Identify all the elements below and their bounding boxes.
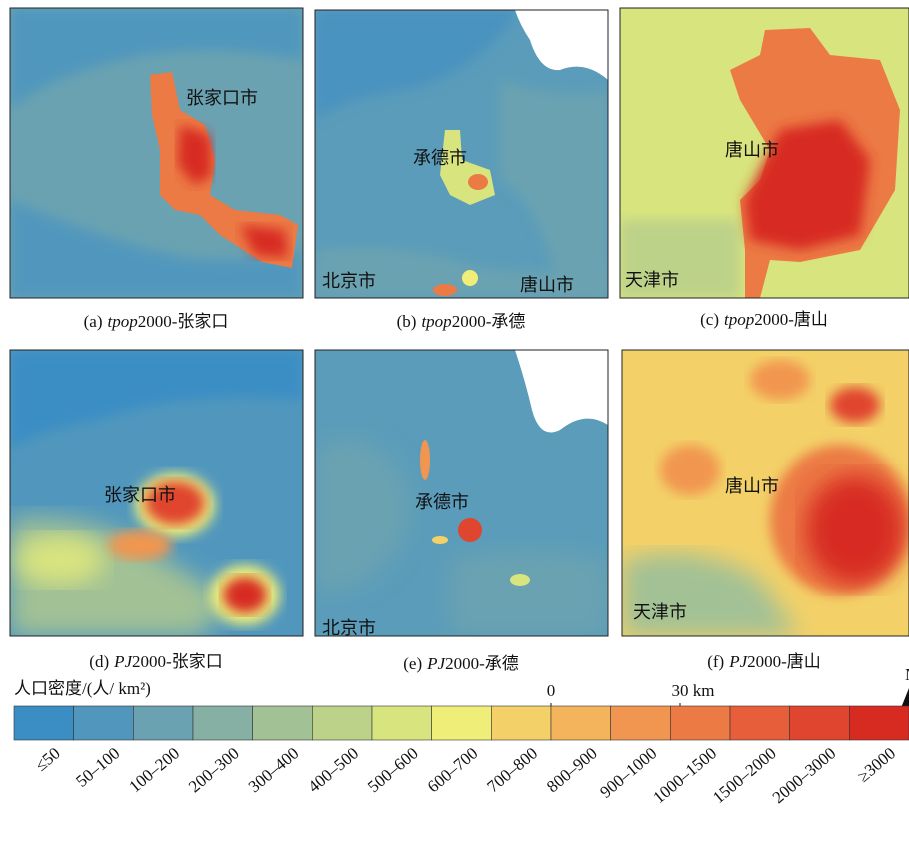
caption-label: (d) <box>89 652 109 671</box>
panel-caption: (c) tpop2000-唐山 <box>700 309 828 329</box>
legend-swatch <box>193 706 253 740</box>
caption-name: 2000-张家口 <box>138 312 229 331</box>
legend-swatch <box>551 706 611 740</box>
legend-label: 300–400 <box>245 744 303 797</box>
place-label: 北京市 <box>322 271 376 291</box>
caption-label: (e) <box>403 654 422 673</box>
legend-label: 100–200 <box>125 744 183 797</box>
place-label: 天津市 <box>625 270 679 290</box>
caption-label: (a) <box>84 312 103 331</box>
legend-swatch <box>372 706 432 740</box>
map-e: 承德市 北京市 <box>315 350 608 638</box>
map-c: 唐山市 天津市 <box>620 8 909 298</box>
place-label: 张家口市 <box>186 88 258 108</box>
legend-swatch <box>611 706 671 740</box>
place-label: 北京市 <box>322 618 376 638</box>
legend-swatch <box>432 706 492 740</box>
panel-caption: (a)tpop2000-张家口 <box>84 312 229 331</box>
legend-label: 200–300 <box>185 744 243 797</box>
caption-model: tpop <box>107 312 137 331</box>
caption-label: (c) <box>700 310 719 329</box>
legend-swatch <box>730 706 790 740</box>
legend-label: 700–800 <box>483 744 541 797</box>
panel-caption: (f)PJ2000-唐山 <box>707 651 821 671</box>
legend-swatch <box>491 706 551 740</box>
figure: 张家口市 承德市 北京市 唐山市 唐山市 天津市 张家 <box>0 0 909 844</box>
caption-label: (f) <box>707 652 724 671</box>
scale-end: 30 km <box>672 681 715 700</box>
map-f: 唐山市 天津市 <box>622 350 909 636</box>
legend-label: 50–100 <box>72 744 123 791</box>
panel-caption: (b)tpop2000-承德 <box>397 312 526 331</box>
map-b: 承德市 北京市 唐山市 <box>315 10 608 298</box>
legend-swatch <box>790 706 850 740</box>
caption-name: 2000-张家口 <box>132 652 223 671</box>
scale-start: 0 <box>547 681 556 700</box>
caption-model: tpop <box>421 312 451 331</box>
place-label: 承德市 <box>413 148 467 168</box>
panel-caption: (d)PJ2000-张家口 <box>89 652 222 671</box>
legend-label: 600–700 <box>424 744 482 797</box>
caption-name: 2000-承德 <box>445 654 519 673</box>
caption-label: (b) <box>397 312 417 331</box>
caption-model: PJ <box>426 654 446 673</box>
legend-label: 500–600 <box>364 744 422 797</box>
caption-name: 2000-唐山 <box>754 309 828 329</box>
panel-caption: (e)PJ2000-承德 <box>403 654 518 673</box>
place-label: 唐山市 <box>725 476 779 496</box>
legend-title: 人口密度/(人/ km²) <box>14 679 151 698</box>
caption-name: 2000-承德 <box>452 312 526 331</box>
legend-swatch <box>849 706 909 740</box>
legend-swatch <box>74 706 134 740</box>
place-label: 唐山市 <box>725 140 779 160</box>
legend-label: 2000–3000 <box>769 744 840 808</box>
legend-label: 400–500 <box>304 744 362 797</box>
caption-model: tpop <box>724 310 754 329</box>
legend-label: ≥3000 <box>854 744 899 786</box>
map-d: 张家口市 <box>10 350 303 636</box>
legend-label: 1500–2000 <box>709 744 780 808</box>
map-a: 张家口市 <box>10 8 303 298</box>
caption-model: PJ <box>728 652 748 671</box>
legend-label: 1000–1500 <box>649 744 720 808</box>
legend-label: ≤50 <box>31 744 63 775</box>
legend-swatch <box>14 706 74 740</box>
legend-label: 800–900 <box>543 744 601 797</box>
legend-swatch <box>312 706 372 740</box>
place-label: 唐山市 <box>520 275 574 295</box>
place-label: 天津市 <box>633 602 687 622</box>
legend-swatch <box>253 706 313 740</box>
place-label: 张家口市 <box>104 485 176 505</box>
caption-model: PJ <box>113 652 133 671</box>
caption-name: 2000-唐山 <box>747 651 821 671</box>
legend-swatch <box>133 706 193 740</box>
north-label: N <box>905 665 909 684</box>
place-label: 承德市 <box>415 492 469 512</box>
legend-swatch <box>670 706 730 740</box>
